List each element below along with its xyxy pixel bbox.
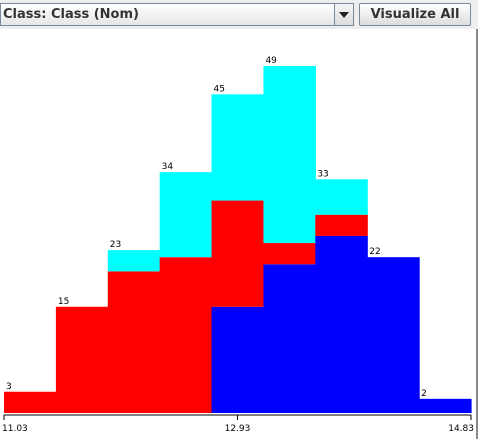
x-tick-label: 11.03: [2, 424, 28, 434]
bar-segment: [4, 391, 57, 413]
bar-segment: [211, 306, 265, 413]
bar-segment: [211, 200, 265, 307]
panel-border: [476, 29, 478, 439]
bar-segment: [315, 214, 368, 236]
bin-count-label: 34: [162, 162, 174, 172]
bar-segment: [55, 306, 109, 413]
bin-count-label: 23: [110, 240, 121, 250]
visualize-all-button[interactable]: Visualize All: [359, 3, 471, 26]
bar-segment: [159, 172, 213, 258]
class-select[interactable]: Class: Class (Nom): [0, 3, 354, 26]
bin-count-label: 33: [317, 169, 328, 179]
bar-segment: [315, 235, 368, 413]
x-tick-label: 12.93: [225, 424, 251, 434]
bar-segment: [263, 264, 316, 413]
chevron-down-icon[interactable]: [334, 4, 353, 25]
bar-segment: [159, 257, 213, 413]
bar-segment: [367, 257, 420, 413]
bin-count-label: 22: [369, 247, 380, 257]
bar-segment: [107, 271, 161, 413]
bar-segment: [263, 66, 316, 244]
bin-count-label: 3: [6, 382, 12, 392]
bar-segment: [107, 250, 161, 272]
bin-count-label: 2: [421, 389, 427, 399]
bin-count-label: 15: [58, 297, 69, 307]
bin-count-label: 45: [214, 84, 225, 94]
class-select-label: Class: Class (Nom): [3, 7, 139, 22]
bar-segment: [263, 243, 316, 265]
bar-segment: [211, 94, 265, 201]
bin-count-label: 49: [265, 56, 277, 66]
bar-segment: [419, 398, 472, 413]
x-tick-label: 14.83: [448, 424, 474, 434]
toolbar: Class: Class (Nom) Visualize All: [0, 0, 478, 29]
bar-segment: [315, 179, 368, 215]
